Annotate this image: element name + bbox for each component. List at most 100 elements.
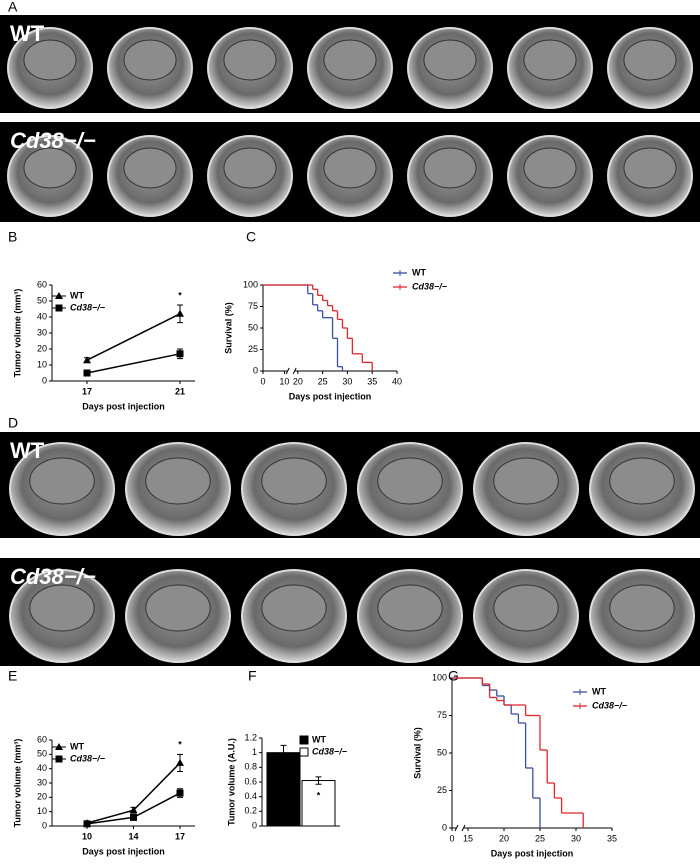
bar bbox=[301, 780, 336, 827]
mri-brain bbox=[609, 584, 675, 632]
y-axis-label: Tumor volume (mm³) bbox=[12, 739, 22, 828]
y-tick-label: 40 bbox=[37, 763, 47, 773]
y-tick-label: 1 bbox=[252, 747, 257, 757]
marker bbox=[55, 304, 63, 312]
marker bbox=[55, 755, 63, 763]
mri-brain bbox=[123, 147, 177, 189]
y-axis-label: Survival (%) bbox=[223, 302, 233, 354]
legend-label: WT bbox=[412, 267, 426, 277]
row-label: Cd38−/− bbox=[10, 128, 96, 153]
axis-break bbox=[456, 826, 464, 830]
marker bbox=[176, 350, 184, 358]
legend-label: Cd38−/− bbox=[70, 753, 106, 763]
y-tick-label: 0 bbox=[442, 822, 447, 832]
row-label: WT bbox=[10, 438, 45, 463]
y-tick-label: 1.2 bbox=[244, 732, 257, 742]
series-line bbox=[86, 313, 181, 361]
marker bbox=[55, 743, 63, 750]
y-tick-label: 75 bbox=[437, 710, 447, 720]
bar bbox=[266, 752, 301, 827]
x-tick-label: 20 bbox=[293, 376, 303, 386]
y-tick-label: 10 bbox=[37, 359, 47, 369]
y-tick-label: 0.6 bbox=[244, 776, 257, 786]
mri-brain bbox=[323, 147, 377, 189]
panel-label: F bbox=[248, 668, 257, 684]
y-tick-label: 0.8 bbox=[244, 762, 257, 772]
y-tick-label: 60 bbox=[37, 734, 47, 744]
legend-label: Cd38−/− bbox=[70, 302, 106, 312]
marker bbox=[176, 309, 184, 317]
mri-brain bbox=[609, 457, 675, 505]
marker bbox=[176, 789, 184, 797]
x-axis-label: Days post injection bbox=[82, 401, 165, 411]
x-tick-label: 35 bbox=[607, 833, 617, 843]
x-tick-label: 30 bbox=[571, 833, 581, 843]
mri-brain bbox=[23, 147, 77, 189]
axis-break bbox=[287, 369, 296, 373]
x-tick-label: 40 bbox=[392, 376, 402, 386]
y-tick-label: 50 bbox=[37, 295, 47, 305]
legend-label: Cd38−/− bbox=[312, 746, 348, 756]
mri-brain bbox=[23, 39, 77, 81]
x-tick-label: 10 bbox=[279, 376, 289, 386]
legend-label: Cd38−/− bbox=[592, 700, 628, 710]
x-tick-label: 35 bbox=[367, 376, 377, 386]
y-axis-label: Survival (%) bbox=[412, 727, 422, 779]
mri-brain bbox=[223, 147, 277, 189]
y-tick-label: 30 bbox=[37, 777, 47, 787]
y-tick-label: 20 bbox=[37, 792, 47, 802]
x-tick-label: 0 bbox=[260, 376, 265, 386]
mri-brain bbox=[493, 584, 559, 632]
panel-label: A bbox=[8, 0, 18, 15]
mri-brain bbox=[145, 457, 211, 505]
panel-label: B bbox=[8, 229, 17, 245]
y-tick-label: 50 bbox=[437, 747, 447, 757]
panel-label: G bbox=[448, 668, 459, 684]
marker bbox=[83, 356, 91, 364]
x-tick-label: 14 bbox=[128, 831, 138, 841]
legend-swatch bbox=[299, 747, 309, 757]
legend-label: WT bbox=[592, 686, 606, 696]
series-line bbox=[86, 353, 181, 374]
axis-break bbox=[454, 824, 466, 832]
y-tick-label: 25 bbox=[437, 785, 447, 795]
y-tick-label: 30 bbox=[37, 327, 47, 337]
y-tick-label: 25 bbox=[248, 344, 258, 354]
mri-brain bbox=[377, 584, 443, 632]
row-label: WT bbox=[10, 21, 45, 46]
x-tick-label: 21 bbox=[175, 386, 185, 396]
mri-brain bbox=[123, 39, 177, 81]
y-tick-label: 75 bbox=[248, 301, 258, 311]
marker bbox=[55, 292, 63, 299]
marker bbox=[83, 820, 91, 828]
axis-break bbox=[285, 367, 297, 375]
mri-strip bbox=[0, 432, 700, 538]
x-tick-label: 15 bbox=[463, 833, 473, 843]
x-tick-label: 30 bbox=[342, 376, 352, 386]
x-axis-label: Days post injection bbox=[289, 391, 372, 401]
y-tick-label: 100 bbox=[432, 672, 447, 682]
x-tick-label: 17 bbox=[82, 386, 92, 396]
mri-brain bbox=[423, 39, 477, 81]
x-tick-label: 25 bbox=[535, 833, 545, 843]
mri-brain bbox=[377, 457, 443, 505]
annotation: * bbox=[178, 740, 182, 750]
panel-label: D bbox=[8, 415, 18, 431]
y-tick-label: 0 bbox=[253, 365, 258, 375]
x-tick-label: 20 bbox=[499, 833, 509, 843]
panel-label: E bbox=[8, 668, 17, 684]
mri-brain bbox=[493, 457, 559, 505]
y-tick-label: 50 bbox=[248, 322, 258, 332]
annotation: * bbox=[317, 791, 321, 801]
y-tick-label: 0.2 bbox=[244, 806, 257, 816]
mri-brain bbox=[29, 457, 95, 505]
mri-brain bbox=[261, 584, 327, 632]
legend-label: WT bbox=[70, 290, 84, 300]
error-bar bbox=[280, 744, 287, 761]
x-tick-label: 17 bbox=[175, 831, 185, 841]
panel-label: C bbox=[246, 229, 256, 245]
mri-brain bbox=[29, 584, 95, 632]
y-tick-label: 0 bbox=[252, 820, 257, 830]
x-tick-label: 0 bbox=[449, 833, 454, 843]
mri-brain bbox=[145, 584, 211, 632]
